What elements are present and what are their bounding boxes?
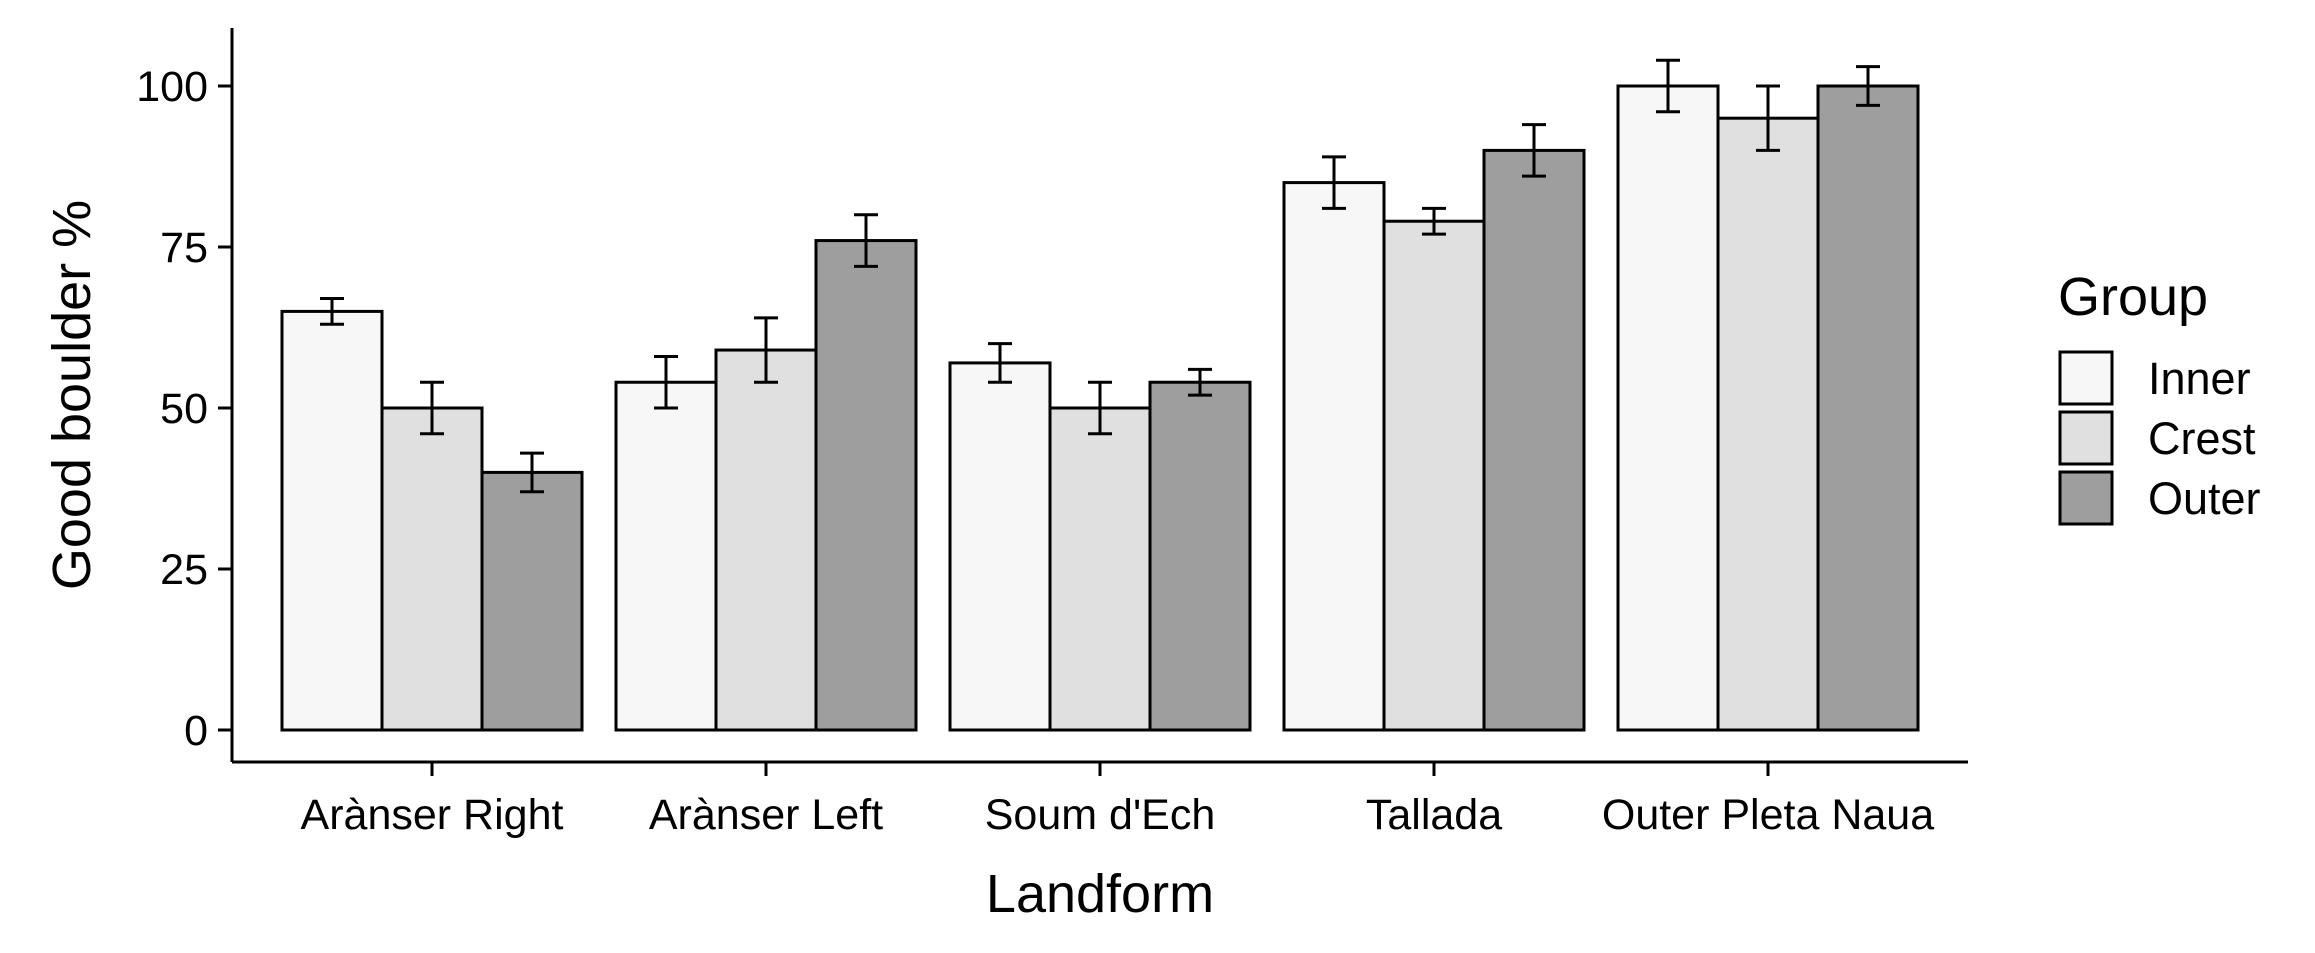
bar (1148, 380, 1252, 732)
bar (614, 380, 718, 732)
plot-area (280, 58, 1920, 732)
legend-key (2058, 470, 2114, 526)
bar (1816, 84, 1920, 732)
bar (1048, 406, 1152, 732)
bar (1282, 181, 1386, 732)
bar (1616, 84, 1720, 732)
x-tick-label: Arànser Right (301, 791, 564, 839)
axes: 0 25 50 75 100 Arànser Right Arànser Left Soum … (42, 28, 1968, 924)
bar (1482, 148, 1586, 732)
x-axis-title: Landform (986, 864, 1214, 924)
x-tick-label: Outer Pleta Naua (1602, 791, 1934, 839)
y-tick-label: 0 (184, 707, 208, 755)
bar (1716, 116, 1820, 732)
y-tick-label: 25 (160, 546, 208, 594)
bar (814, 239, 918, 732)
legend-title: Group (2058, 267, 2208, 327)
legend-key (2058, 350, 2114, 406)
x-tick-label: Soum d'Ech (985, 791, 1216, 839)
y-axis-title: Good boulder % (42, 200, 102, 590)
bar (714, 348, 818, 732)
legend: Group Inner Crest Outer (2058, 267, 2261, 526)
bar (380, 406, 484, 732)
bar (1382, 219, 1486, 732)
x-tick-label: Tallada (1366, 791, 1502, 839)
x-tick-label: Arànser Left (649, 791, 883, 839)
y-tick-label: 50 (160, 385, 208, 433)
legend-label: Inner (2148, 353, 2251, 404)
bar (948, 361, 1052, 732)
y-tick-label: 100 (136, 63, 208, 111)
legend-label: Outer (2148, 473, 2261, 524)
bar (280, 309, 384, 732)
legend-key (2058, 410, 2114, 466)
legend-label: Crest (2148, 413, 2256, 464)
y-tick-label: 75 (160, 224, 208, 272)
bar (480, 470, 584, 732)
